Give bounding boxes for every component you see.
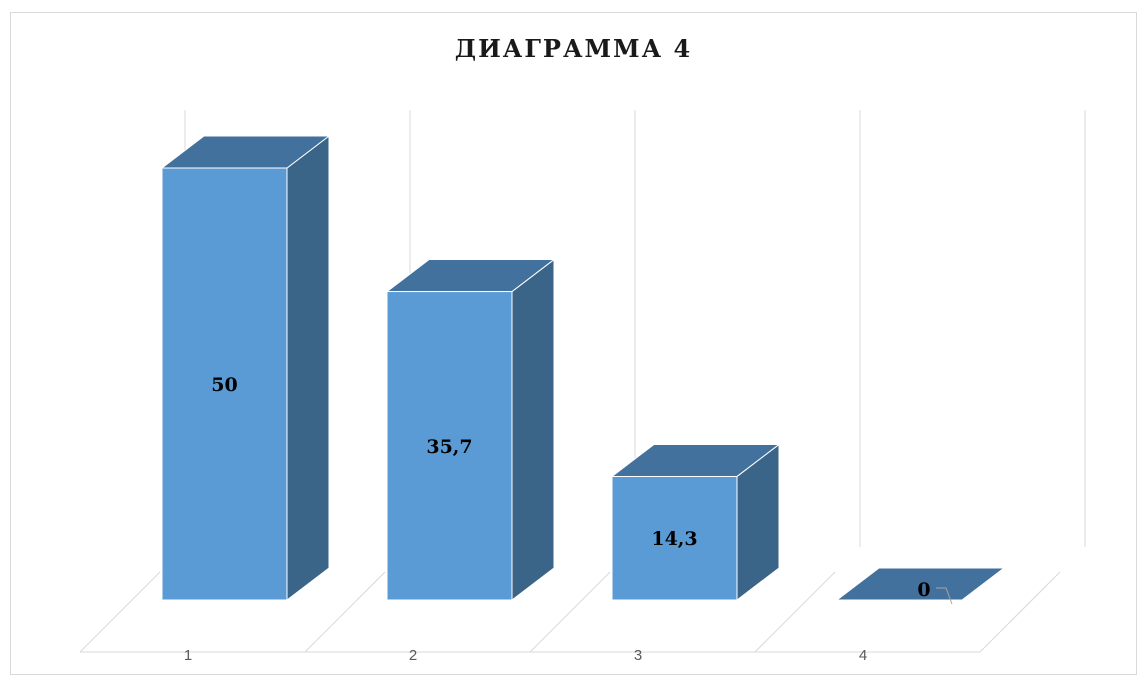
bar-4 <box>835 567 1006 601</box>
data-label-3: 14,3 <box>651 528 697 550</box>
bar-side-2 <box>511 258 555 602</box>
x-tick-3: 3 <box>634 647 642 664</box>
chart-data-labels: 50 35,7 14,3 0 <box>211 374 953 605</box>
floor-divider-1 <box>304 571 386 653</box>
x-tick-2: 2 <box>409 647 417 664</box>
floor-divider-3 <box>754 571 836 653</box>
chart-title: ДИАГРАММА 4 <box>454 34 693 63</box>
bar-top-3 <box>610 443 781 477</box>
chart-bars <box>160 134 1006 602</box>
floor-divider-0 <box>79 571 161 653</box>
floor-divider-4 <box>979 571 1061 653</box>
bar-top-2 <box>385 259 556 293</box>
data-label-leader-4 <box>936 587 953 605</box>
x-tick-1: 1 <box>184 647 192 664</box>
floor-divider-2 <box>529 571 611 653</box>
data-label-1: 50 <box>211 374 237 396</box>
x-tick-4: 4 <box>859 647 867 664</box>
bar-front-3 <box>611 475 738 601</box>
bar-2 <box>385 258 556 602</box>
bar-1 <box>160 134 331 602</box>
bar-top-1 <box>160 135 331 169</box>
data-label-4: 0 <box>917 579 930 601</box>
chart-x-axis-ticks: 1 2 3 4 <box>184 647 867 664</box>
data-label-2: 35,7 <box>426 436 472 458</box>
bar-3 <box>610 443 781 602</box>
bar-side-1 <box>286 134 330 602</box>
bar-top-4 <box>835 567 1006 601</box>
